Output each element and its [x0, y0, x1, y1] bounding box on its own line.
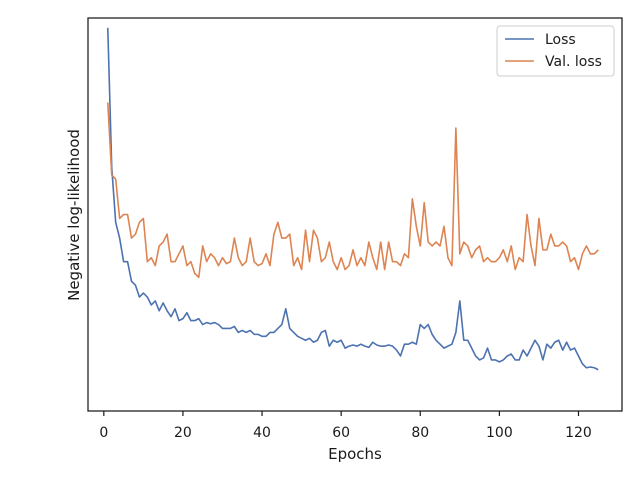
x-tick-label: 40	[253, 425, 271, 441]
x-tick-label: 60	[332, 425, 350, 441]
x-axis: 0 20 40 60 80 100 120	[99, 411, 592, 441]
series-line-loss	[106, 27, 599, 371]
x-tick-label: 80	[411, 425, 429, 441]
series-line-val-loss	[106, 102, 599, 279]
x-tick-label: 0	[99, 425, 108, 441]
x-tick-label: 20	[174, 425, 192, 441]
x-tick-label: 120	[565, 425, 592, 441]
y-axis-label: Negative log-likelihood	[65, 129, 83, 301]
x-axis-label: Epochs	[328, 445, 382, 463]
x-tick-label: 100	[486, 425, 513, 441]
series-layer	[106, 27, 599, 371]
legend-label-loss: Loss	[545, 32, 576, 48]
legend: Loss Val. loss	[496, 25, 615, 77]
plot-frame	[87, 17, 623, 412]
legend-label-val-loss: Val. loss	[545, 54, 602, 70]
